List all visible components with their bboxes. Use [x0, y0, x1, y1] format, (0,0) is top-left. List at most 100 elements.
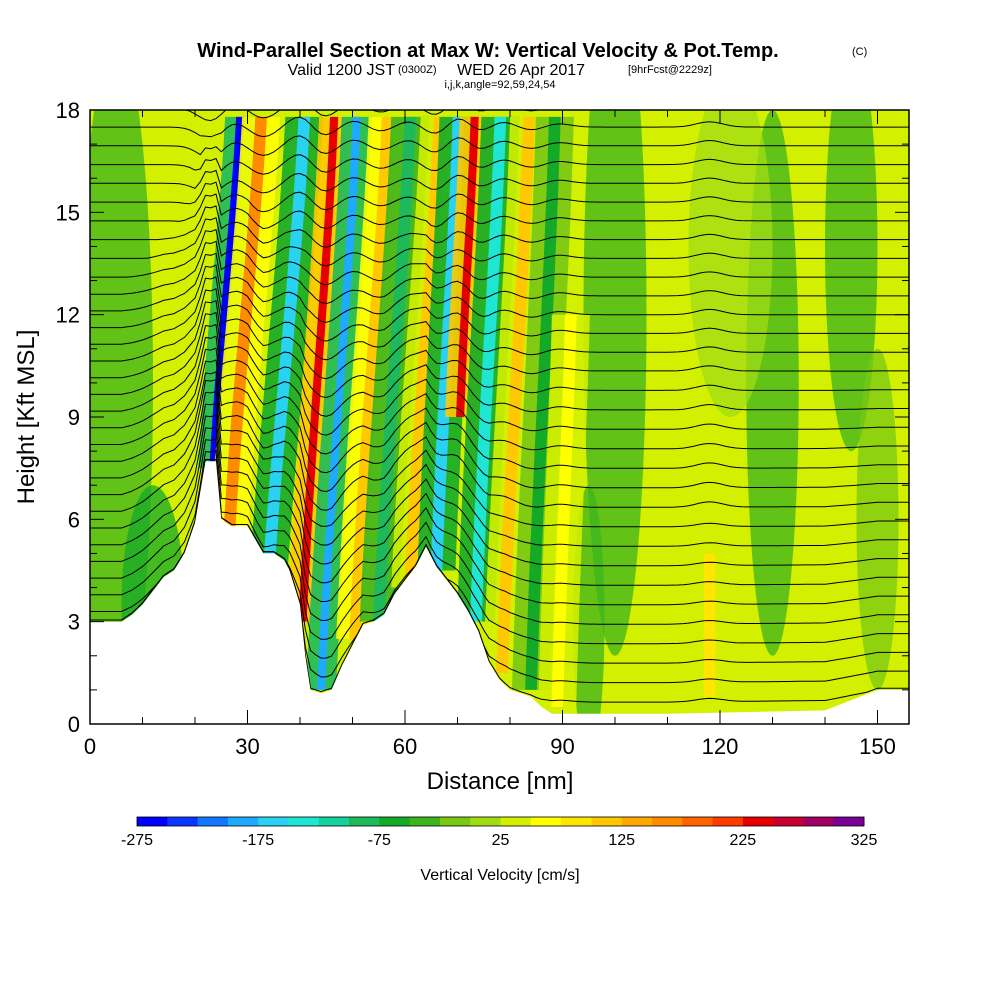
isentrope-14: [90, 335, 909, 455]
velocity-band-core-3: [257, 116, 311, 656]
axis-ticks: [89, 109, 909, 725]
colorbar-tick-label-5: 125: [608, 832, 635, 849]
colorbar-title: Vertical Velocity [cm/s]: [420, 867, 579, 884]
isentrope-3: [90, 459, 909, 664]
terrain-mask: [90, 461, 909, 724]
plot-area: [90, 110, 909, 724]
x-tick-label-60: 60: [393, 734, 417, 759]
isentrope-29: [90, 154, 909, 175]
colorbar-segment-3: [197, 817, 229, 826]
isentrope-31: [90, 116, 909, 138]
isentrope-26: [90, 193, 909, 230]
velocity-band-core-15: [703, 553, 716, 697]
velocity-band-core-7: [372, 116, 417, 622]
isentrope-21: [90, 252, 909, 323]
isentrope-15: [90, 323, 909, 436]
colorbar-frame: [136, 816, 865, 827]
chart-subtitle: Valid 1200 JST (0300Z) WED 26 Apr 2017 […: [288, 62, 712, 79]
y-tick-label-15: 15: [56, 200, 80, 225]
y-axis-tick-labels: 0 3 6 9 12 15 18: [56, 98, 80, 737]
velocity-band-core-13: [525, 116, 561, 690]
isentrope-25: [90, 205, 909, 248]
colorbar-segment-15: [561, 817, 592, 826]
velocity-band-core-10: [456, 116, 479, 418]
colorbar-segment-9: [379, 817, 411, 826]
isentrope-13: [90, 347, 909, 474]
colorbar-segment-18: [651, 817, 683, 826]
chart-parameters: i,j,k,angle=92,59,24,54: [444, 79, 555, 91]
colorbar-tick-label-6: 225: [729, 832, 756, 849]
isentrope-27: [90, 181, 909, 213]
colorbar-tick-label-3: -75: [368, 832, 391, 849]
colorbar: [136, 816, 865, 827]
y-tick-label-3: 3: [68, 610, 80, 635]
velocity-band-core-12: [496, 116, 535, 673]
colorbar-segment-7: [318, 817, 350, 826]
colorbar-segment-17: [621, 817, 653, 826]
isentrope-8: [90, 402, 909, 567]
colorbar-segment-13: [500, 817, 532, 826]
colorbar-segment-8: [349, 817, 380, 826]
chart-title: Wind-Parallel Section at Max W: Vertical…: [197, 40, 778, 62]
isentrope-7: [90, 414, 909, 586]
subtitle-forecast: [9hrFcst@2229z]: [628, 64, 712, 76]
velocity-patch-9: [856, 348, 899, 690]
velocity-patch-7: [688, 110, 773, 417]
y-tick-label-18: 18: [56, 98, 80, 123]
isentrope-23: [90, 228, 909, 286]
subtitle-date: WED 26 Apr 2017: [457, 62, 585, 79]
colorbar-segment-6: [288, 817, 320, 826]
y-tick-label-9: 9: [68, 405, 80, 430]
colorbar-segment-22: [773, 817, 804, 826]
subtitle-valid: Valid 1200 JST: [288, 62, 396, 79]
isentrope-5: [90, 438, 909, 625]
colorbar-segment-11: [439, 817, 471, 826]
isentrope-4: [90, 450, 909, 645]
x-axis-tick-labels: 0 30 60 90 120 150: [84, 734, 896, 759]
x-tick-label-0: 0: [84, 734, 96, 759]
x-tick-label-120: 120: [702, 734, 739, 759]
colorbar-segment-20: [712, 817, 744, 826]
y-axis-label: Height [Kft MSL]: [13, 330, 40, 505]
colorbar-tick-label-4: 25: [492, 832, 510, 849]
velocity-patch-3: [583, 110, 647, 656]
isentrope-20: [90, 264, 909, 342]
isentrope-24: [90, 217, 909, 267]
y-tick-label-12: 12: [56, 303, 80, 328]
isentrope-6: [90, 426, 909, 606]
isentrope-16: [90, 311, 909, 417]
isentrope-9: [90, 390, 909, 547]
colorbar-tick-labels: -275 -175 -75 25 125 225 325: [121, 832, 877, 849]
colorbar-segment-23: [803, 817, 835, 826]
colorbar-segment-14: [530, 817, 562, 826]
x-tick-label-90: 90: [550, 734, 574, 759]
x-axis-label: Distance [nm]: [427, 768, 574, 795]
colorbar-segment-21: [742, 817, 774, 826]
velocity-patch-5: [825, 110, 878, 452]
chart-title-mark: (C): [852, 46, 867, 58]
isentrope-19: [90, 276, 909, 361]
colorbar-segment-5: [258, 817, 289, 826]
x-tick-label-150: 150: [859, 734, 896, 759]
colorbar-segment-2: [167, 817, 199, 826]
subtitle-utc: (0300Z): [398, 64, 437, 76]
velocity-band-core-2: [223, 116, 267, 537]
colorbar-segment-4: [227, 817, 259, 826]
colorbar-segment-24: [833, 817, 865, 826]
colorbar-segment-1: [137, 817, 168, 826]
isentrope-10: [90, 379, 909, 528]
velocity-band-core-5: [316, 116, 361, 690]
isentrope-11: [90, 371, 909, 511]
isentrope-17: [90, 300, 909, 399]
y-tick-label-6: 6: [68, 507, 80, 532]
velocity-band-core-4: [298, 116, 339, 622]
colorbar-segment-19: [682, 817, 714, 826]
colorbar-segment-10: [409, 817, 441, 826]
colorbar-segment-16: [591, 817, 623, 826]
isentrope-22: [90, 240, 909, 305]
velocity-band-core-14: [551, 314, 577, 707]
isentrope-28: [90, 169, 909, 194]
velocity-band-core-6: [349, 116, 394, 639]
isentrope-contours: [90, 110, 909, 703]
isentrope-18: [90, 288, 909, 380]
